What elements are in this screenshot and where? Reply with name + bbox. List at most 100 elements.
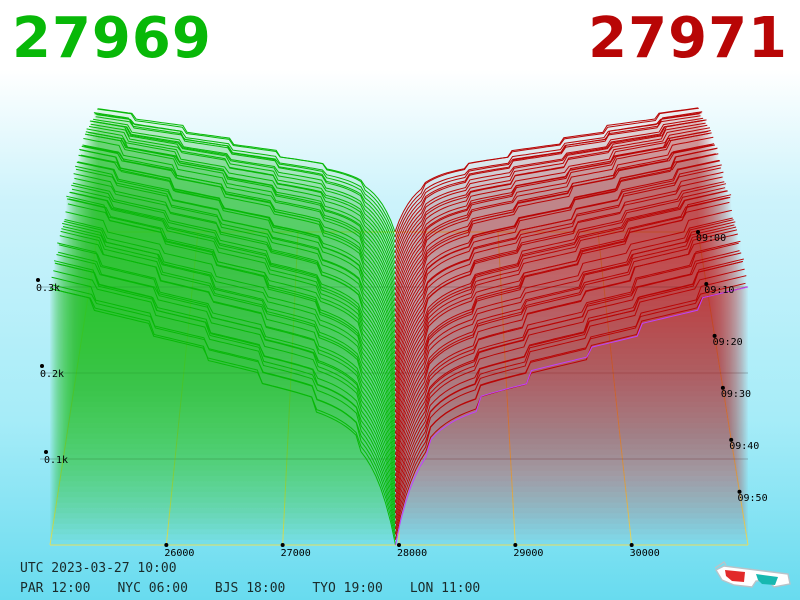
ask-depth-line — [394, 132, 710, 302]
timezone-label: NYC 06:00 — [117, 581, 188, 596]
bid-depth-line — [75, 165, 396, 381]
bid-depth-line — [91, 120, 396, 275]
time-tick-label: 09:30 — [721, 389, 751, 400]
ask-depth-line — [394, 164, 722, 381]
time-tick-mark — [704, 281, 709, 286]
ask-depth-line — [394, 209, 733, 445]
bid-depth-line — [51, 276, 396, 535]
bid-depth-line — [66, 195, 396, 440]
depth-tick-label: 0.3k — [36, 283, 60, 294]
bid-depth-line — [75, 168, 396, 376]
time-axis: 09:00 09:10 09:20 09:30 09:40 09:50 — [696, 230, 768, 504]
price-tick-mark — [280, 543, 285, 547]
bid-depth-line — [71, 184, 396, 408]
bid-depth-line — [50, 288, 396, 540]
time-tick-mark — [720, 385, 725, 390]
ask-depth-line — [395, 286, 748, 540]
bid-depth-fill — [54, 260, 396, 519]
bid-depth-fill — [67, 198, 396, 434]
bid-depth-line — [78, 154, 396, 360]
ask-depth-line — [394, 107, 699, 238]
timezone-list: PAR 12:00 NYC 06:00 BJS 18:00 TYO 19:00 LON … — [20, 581, 507, 596]
ask-depth-line — [394, 112, 702, 254]
bid-depth-line — [97, 108, 396, 233]
bid-depth-line — [93, 112, 396, 259]
price-tick-label: 27000 — [281, 548, 311, 559]
timezone-label: TYO 19:00 — [312, 581, 383, 596]
bid-depth-line — [57, 242, 396, 498]
depth-tick-mark — [40, 364, 44, 368]
ask-depth-line — [394, 217, 733, 450]
bid-depth-line — [94, 113, 396, 254]
ask-depth-line — [395, 286, 749, 546]
bid-price: 27969 — [12, 6, 212, 71]
bid-depth-fill — [56, 254, 396, 503]
bid-depth-line — [54, 262, 396, 514]
bid-depth-fill — [87, 134, 396, 301]
bid-depth-line — [97, 108, 396, 238]
ask-depth-line — [394, 233, 738, 482]
ask-depth-line — [394, 181, 725, 397]
price-tick-label: 26000 — [164, 548, 194, 559]
bid-depth-line — [79, 148, 396, 355]
ask-depth-line — [394, 240, 741, 498]
bid-depth-line — [85, 131, 396, 312]
bid-depth-line — [76, 161, 396, 371]
ask-depth-line — [394, 183, 727, 408]
ask-depth-line — [394, 226, 737, 471]
ask-depth-line — [394, 171, 724, 392]
time-tick-label: 09:00 — [696, 233, 726, 244]
bid-depth-fill — [58, 252, 396, 492]
bid-depth-line — [71, 188, 396, 402]
time-tick-mark — [696, 230, 700, 234]
ask-depth-line — [394, 124, 708, 291]
bid-depth-fill — [78, 155, 396, 360]
ask-depth-line — [394, 252, 742, 503]
ask-depth-line — [394, 119, 705, 275]
time-tick-label: 09:10 — [704, 285, 734, 296]
bid-depth-fill — [51, 277, 396, 535]
ask-depth-line — [394, 132, 712, 318]
bid-depth-line — [81, 145, 396, 339]
grid-line — [597, 231, 633, 546]
bid-depth-line — [72, 182, 396, 397]
ask-depth-line — [394, 187, 726, 402]
bid-depth-line — [65, 211, 396, 445]
bid-depth-line — [62, 226, 396, 461]
ask-depth-line — [395, 275, 747, 535]
bid-depth-line — [58, 244, 396, 487]
bid-depth-line — [66, 198, 396, 434]
ask-depth-line — [395, 260, 744, 514]
ask-depth-line — [394, 160, 721, 371]
price-tick-mark — [164, 543, 169, 547]
ask-depth-line — [394, 196, 731, 434]
ask-depth-line — [394, 122, 706, 280]
price-axis: 26000 27000 28000 29000 30000 — [164, 543, 660, 559]
depth-tick-label: 0.1k — [44, 455, 68, 466]
ask-depth-line — [394, 190, 728, 418]
bid-depth-line — [83, 138, 396, 328]
ask-depth-line — [394, 194, 732, 440]
bid-depth-fill — [53, 270, 396, 524]
bid-depth-line — [90, 123, 396, 280]
bid-depth-line — [70, 191, 396, 413]
time-tick-label: 09:20 — [713, 337, 743, 348]
ask-depth-line — [394, 136, 714, 328]
ask-depth-line — [394, 144, 715, 339]
bid-depth-line — [82, 144, 396, 333]
timezone-label: LON 11:00 — [409, 581, 481, 596]
ask-depth-line — [394, 153, 719, 360]
bid-depth-line — [84, 145, 396, 323]
time-tick-mark — [729, 437, 734, 442]
bid-depth-line — [95, 116, 396, 249]
bid-depth-fill — [61, 228, 396, 471]
depth-tick-label: 0.2k — [40, 369, 64, 380]
depth-tick-mark — [44, 450, 48, 454]
bid-depth-line — [62, 222, 396, 466]
ask-depth-line — [395, 268, 745, 524]
bid-depth-fill — [58, 244, 396, 487]
3d-glasses-icon[interactable] — [712, 556, 794, 590]
bid-depth-line — [89, 125, 396, 291]
bid-depth-fill — [52, 284, 396, 530]
bid-depth-line — [61, 228, 396, 471]
